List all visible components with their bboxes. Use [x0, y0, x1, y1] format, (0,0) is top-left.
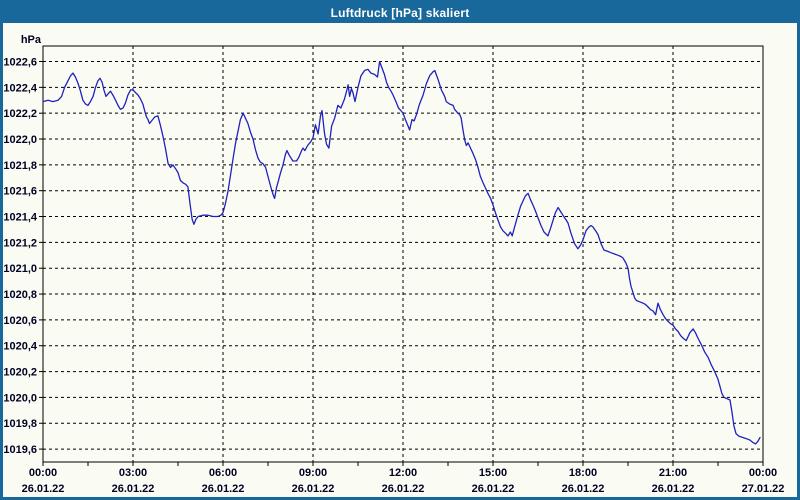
- y-tick-label: 1019,6: [3, 444, 37, 456]
- x-tick-date-label: 26.01.22: [472, 483, 515, 495]
- y-tick-label: 1022,4: [3, 82, 38, 94]
- pressure-series-line: [42, 60, 761, 445]
- x-tick-time-label: 18:00: [569, 467, 597, 479]
- x-tick-time-label: 03:00: [119, 467, 147, 479]
- y-tick-label: 1020,0: [3, 392, 37, 404]
- y-tick-label: 1020,4: [3, 341, 38, 353]
- x-tick-time-label: 21:00: [659, 467, 687, 479]
- x-tick-time-label: 00:00: [29, 467, 57, 479]
- x-tick-date-label: 26.01.22: [382, 483, 425, 495]
- y-tick-label: 1022,0: [3, 134, 37, 146]
- x-tick-date-label: 26.01.22: [22, 483, 65, 495]
- x-tick-time-label: 15:00: [479, 467, 507, 479]
- x-tick-date-label: 26.01.22: [292, 483, 335, 495]
- y-tick-label: 1021,0: [3, 263, 37, 275]
- y-axis-unit-label: hPa: [21, 34, 42, 46]
- y-tick-label: 1020,6: [3, 315, 37, 327]
- y-tick-label: 1020,8: [3, 289, 37, 301]
- x-tick-date-label: 26.01.22: [652, 483, 695, 495]
- x-tick-time-label: 06:00: [209, 467, 237, 479]
- plot-border: [42, 45, 764, 463]
- y-tick-label: 1022,6: [3, 57, 37, 69]
- y-tick-label: 1021,2: [3, 237, 37, 249]
- y-tick-label: 1021,4: [3, 212, 38, 224]
- y-tick-label: 1021,6: [3, 186, 37, 198]
- x-tick-date-label: 26.01.22: [202, 483, 245, 495]
- y-tick-label: 1021,8: [3, 160, 37, 172]
- y-tick-label: 1019,8: [3, 418, 37, 430]
- x-tick-date-label: 27.01.22: [742, 483, 785, 495]
- y-tick-label: 1022,2: [3, 108, 37, 120]
- x-tick-date-label: 26.01.22: [562, 483, 605, 495]
- x-tick-date-label: 26.01.22: [112, 483, 155, 495]
- pressure-line-chart: 1022,6 1022,4 1022,2 1022,0 1021,8 1021,6 1021…: [3, 34, 785, 495]
- x-tick-time-label: 12:00: [389, 467, 417, 479]
- chart-title: Luftdruck [hPa] skaliert: [330, 6, 470, 20]
- y-tick-label: 1020,2: [3, 367, 37, 379]
- x-tick-time-label: 09:00: [299, 467, 327, 479]
- title-bar: Luftdruck [hPa] skaliert: [3, 3, 797, 23]
- x-tick-time-label: 00:00: [749, 467, 777, 479]
